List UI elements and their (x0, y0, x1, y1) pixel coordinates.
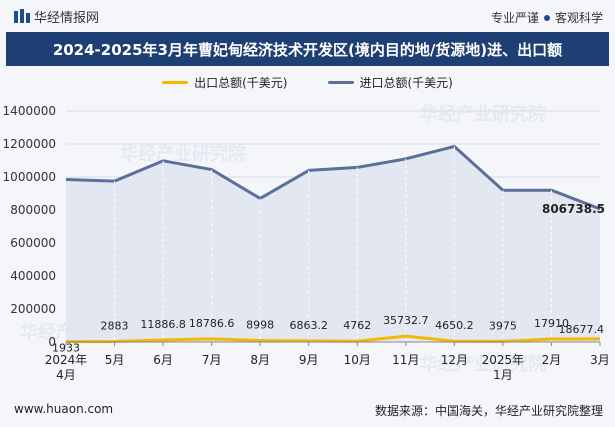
export-line (65, 334, 601, 344)
watermark-text: 华经产业研究院 (120, 143, 246, 165)
legend-swatch-export (162, 80, 189, 84)
legend-label-export: 出口总额(千美元) (194, 75, 288, 90)
legend-label-import: 进口总额(千美元) (359, 75, 453, 90)
chart-title: 2024-2025年3月年曹妃甸经济技术开发区(境内目的地/货源地)进、出口额 (6, 32, 609, 66)
brand: 华经情报网 (14, 8, 100, 26)
export-data-label: 35732.7 (383, 314, 429, 327)
footer-website: www.huaon.com (14, 402, 114, 416)
y-tick-label: 1400000 (3, 104, 56, 118)
import-area (65, 144, 601, 342)
x-tick-label: 2月 (542, 353, 562, 367)
x-tick-label: 5月 (105, 353, 125, 367)
tagline-right: 客观科学 (554, 11, 603, 25)
watermark-text: 华经产业研究院 (420, 353, 546, 375)
chart-area: 华经产业研究院华经产业研究院华经产业研究院华经产业研究院 02000004000… (3, 103, 610, 382)
legend-swatch-import (327, 80, 354, 84)
footer: www.huaon.com 数据来源：中国海关，华经产业研究院整理 (0, 396, 615, 427)
y-tick-label: 0 (48, 335, 56, 349)
export-series (65, 334, 601, 344)
x-tick-label: 2025年 (482, 353, 525, 367)
export-data-label: 17910 (534, 317, 569, 330)
x-tick-label: 1月 (493, 368, 513, 382)
y-tick-label: 600000 (10, 236, 56, 250)
x-tick-label: 7月 (202, 353, 222, 367)
top-bar: 华经情报网 专业严谨 客观科学 (0, 0, 615, 32)
legend-item-export: 出口总额(千美元) (162, 74, 288, 91)
y-axis: 0 200000 400000 600000 800000 1000000 1200000 1… (3, 104, 56, 349)
footer-source: 数据来源：中国海关，华经产业研究院整理 (374, 404, 603, 418)
x-tick-label: 12月 (441, 353, 468, 367)
data-labels: 1933 2883 11886.8 18786.6 8998 6863.2 4762 3573… (52, 202, 605, 355)
x-tick-label: 2024年 (45, 353, 88, 367)
import-line (65, 144, 601, 211)
export-data-label: 4762 (343, 319, 371, 332)
export-data-label: 1933 (52, 342, 80, 355)
export-data-label: 11886.8 (140, 318, 186, 331)
vertical-guides (114, 146, 552, 342)
y-tick-label: 400000 (10, 269, 56, 283)
import-data-label: 806738.5 (542, 202, 605, 216)
x-tick-label: 4月 (56, 368, 76, 382)
x-tick-label: 11月 (392, 353, 419, 367)
x-tick-label: 6月 (153, 353, 173, 367)
x-tick-label: 3月 (590, 353, 610, 367)
x-tick-label: 8月 (250, 353, 270, 367)
tagline-left: 专业严谨 (490, 11, 539, 25)
legend: 出口总额(千美元) 进口总额(千美元) (0, 72, 615, 92)
x-tick-label: 9月 (299, 353, 319, 367)
y-tick-label: 1000000 (3, 170, 56, 184)
x-tick-label: 10月 (344, 353, 371, 367)
export-data-label: 8998 (246, 319, 274, 332)
dot-icon (543, 14, 550, 21)
y-tick-label: 800000 (10, 203, 56, 217)
y-tick-label: 1200000 (3, 137, 56, 151)
export-data-label: 18677.4 (559, 323, 605, 336)
export-data-label: 2883 (101, 320, 129, 333)
tagline: 专业严谨 客观科学 (491, 9, 603, 26)
export-data-label: 3975 (489, 319, 517, 332)
brand-name: 华经情报网 (34, 10, 100, 26)
logo-icon (14, 9, 30, 23)
watermark-text: 华经产业研究院 (420, 103, 546, 125)
import-area-fill (66, 146, 600, 342)
export-data-label: 18786.6 (189, 317, 235, 330)
y-tick-label: 200000 (10, 302, 56, 316)
export-data-label: 4650.2 (435, 319, 474, 332)
legend-item-import: 进口总额(千美元) (327, 74, 453, 91)
export-data-label: 6863.2 (289, 319, 328, 332)
